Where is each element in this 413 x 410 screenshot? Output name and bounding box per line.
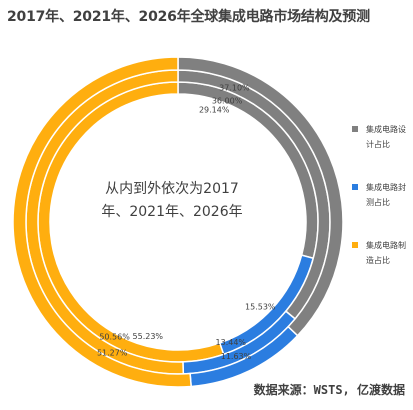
legend-swatch-packaging bbox=[352, 184, 358, 190]
legend-swatch-design bbox=[352, 126, 358, 132]
chart-title: 2017年、2021年、2026年全球集成电路市场结构及预测 bbox=[7, 9, 370, 25]
data-label-1-manufacturing: 50.56% bbox=[99, 333, 130, 342]
legend-swatch-manufacturing bbox=[352, 242, 358, 248]
center-text-line-1: 从内到外依次为2017 bbox=[105, 181, 239, 197]
data-label-2-manufacturing: 51.27% bbox=[97, 348, 128, 357]
data-label-0-design: 29.14% bbox=[199, 106, 230, 115]
data-label-1-design: 36.00% bbox=[212, 97, 243, 106]
data-source: 数据来源：WSTS, 亿渡数据 bbox=[253, 383, 405, 397]
legend: 集成电路设计占比 集成电路封测占比 集成电路制造占比 bbox=[352, 122, 412, 296]
ring-2-segment-manufacturing bbox=[12, 56, 192, 388]
data-label-2-design: 37.10% bbox=[219, 83, 250, 92]
legend-item-packaging: 集成电路封测占比 bbox=[352, 180, 412, 238]
data-label-1-packaging: 13.44% bbox=[216, 338, 247, 347]
data-labels: 29.14% 15.53% 55.23% 36.00% 13.44% 50.56% 37.1… bbox=[97, 83, 276, 361]
legend-item-manufacturing: 集成电路制造占比 bbox=[352, 238, 412, 296]
legend-label-manufacturing: 集成电路制造占比 bbox=[366, 241, 406, 265]
legend-label-design: 集成电路设计占比 bbox=[366, 125, 406, 149]
donut-rings bbox=[12, 56, 344, 388]
center-text-line-2: 年、2021年、2026年 bbox=[101, 204, 242, 220]
legend-label-packaging: 集成电路封测占比 bbox=[366, 183, 406, 207]
data-label-0-manufacturing: 55.23% bbox=[133, 332, 164, 341]
data-label-0-packaging: 15.53% bbox=[245, 303, 276, 312]
data-label-2-packaging: 11.63% bbox=[221, 352, 252, 361]
legend-item-design: 集成电路设计占比 bbox=[352, 122, 412, 180]
